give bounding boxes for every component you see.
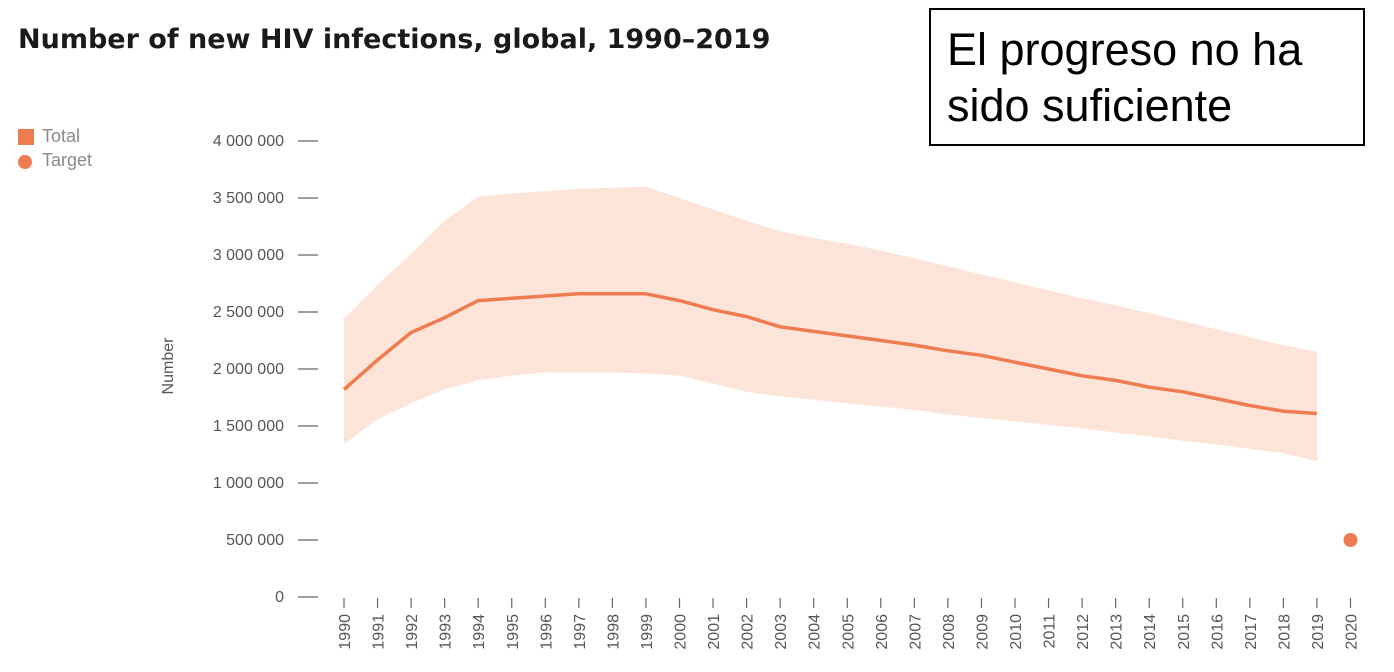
x-tick-label-1997: 1997 [572,614,589,650]
x-tick-label-2007: 2007 [907,614,924,650]
y-tick-label-1000000: 1 000 000 [213,475,284,492]
x-tick-label-2016: 2016 [1209,614,1226,650]
x-tick-label-2009: 2009 [974,614,991,650]
y-tick-label-3500000: 3 500 000 [213,190,284,207]
x-tick-label-2010: 2010 [1008,614,1025,650]
x-tick-label-2001: 2001 [706,614,723,650]
x-tick-label-2002: 2002 [740,614,757,650]
x-tick-label-2018: 2018 [1276,614,1293,650]
y-tick-label-1500000: 1 500 000 [213,418,284,435]
x-tick-label-2005: 2005 [840,614,857,650]
y-axis-title: Number [160,337,177,395]
x-tick-label-1992: 1992 [404,614,421,650]
x-tick-label-2015: 2015 [1176,614,1193,650]
x-tick-label-2019: 2019 [1310,614,1327,650]
uncertainty-band [344,186,1317,462]
x-tick-label-2013: 2013 [1109,614,1126,650]
x-tick-label-2020: 2020 [1344,614,1361,650]
y-tick-label-0: 0 [275,589,284,606]
y-tick-label-500000: 500 000 [226,532,284,549]
y-tick-label-2500000: 2 500 000 [213,304,284,321]
callout-box: El progreso no ha sido suficiente [929,8,1365,146]
legend-swatch-square-icon [18,129,34,145]
y-tick-label-2000000: 2 000 000 [213,361,284,378]
legend-swatch-circle-icon [18,155,32,169]
chart-title: Number of new HIV infections, global, 19… [18,24,771,55]
x-tick-label-2006: 2006 [874,614,891,650]
x-tick-label-2008: 2008 [941,614,958,650]
x-axis: 1990 1991 1992 1993 1994 1995 1996 1997 1998 1999… [337,598,1361,650]
total-line-layer [342,292,1358,547]
legend-label-target: Target [42,150,93,170]
x-tick-label-1994: 1994 [471,614,488,650]
x-tick-label-2014: 2014 [1142,614,1159,650]
legend-label-total: Total [42,126,81,146]
x-tick-label-2011: 2011 [1042,614,1059,649]
target-point-2020 [1343,533,1358,547]
x-tick-label-2000: 2000 [673,614,690,650]
x-tick-label-1990: 1990 [337,614,354,650]
y-tick-label-3000000: 3 000 000 [213,247,284,264]
x-tick-label-2004: 2004 [807,614,824,650]
uncertainty-band-layer [344,186,1317,462]
x-tick-label-1999: 1999 [639,614,656,650]
x-tick-label-1995: 1995 [505,614,522,650]
x-tick-label-1993: 1993 [438,614,455,650]
x-tick-label-1998: 1998 [605,614,622,650]
x-tick-label-2003: 2003 [773,614,790,650]
x-tick-label-2017: 2017 [1243,614,1260,650]
y-tick-label-4000000: 4 000 000 [213,133,284,150]
x-tick-label-1996: 1996 [538,614,555,650]
callout-text: El progreso no ha sido suficiente [947,24,1303,131]
x-tick-label-1991: 1991 [371,614,388,650]
total-series-line [342,292,1318,416]
y-axis: 0 500 000 1 000 000 1 500 000 2 000 000 2 500… [213,133,318,606]
x-tick-label-2012: 2012 [1075,614,1092,650]
